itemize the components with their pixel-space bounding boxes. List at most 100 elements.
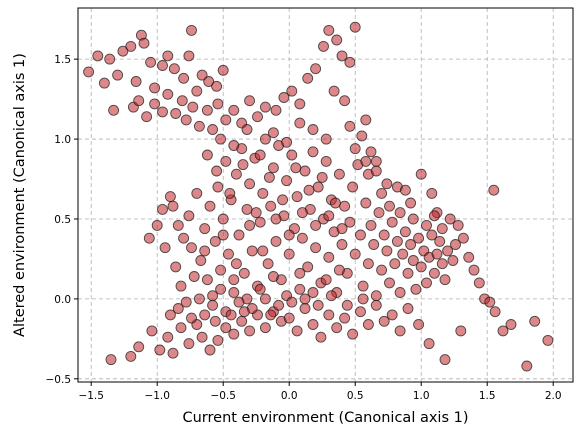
data-point [407, 255, 419, 266]
data-point [238, 306, 250, 318]
data-point [431, 248, 443, 260]
data-point [201, 274, 213, 286]
data-point [220, 114, 232, 126]
data-point [170, 261, 182, 273]
data-point [302, 261, 314, 273]
data-point [217, 229, 229, 241]
data-point [257, 187, 269, 199]
data-point [167, 347, 179, 359]
data-point [376, 187, 388, 199]
data-point [83, 66, 95, 78]
data-point [389, 258, 401, 270]
data-point [294, 267, 306, 279]
data-point [167, 200, 179, 212]
data-point [191, 85, 203, 97]
data-point [323, 251, 335, 263]
data-point [542, 334, 554, 346]
data-point [347, 181, 359, 193]
data-point [355, 229, 366, 241]
data-point [178, 72, 190, 84]
data-point [180, 114, 192, 126]
data-point [407, 213, 419, 225]
x-tick-label: 1.0 [413, 390, 430, 402]
data-point [283, 312, 295, 324]
data-point [296, 207, 308, 219]
data-point [201, 104, 213, 116]
data-point [130, 76, 142, 87]
data-point [244, 325, 256, 337]
data-point [442, 245, 454, 257]
data-point [244, 178, 256, 190]
data-point [246, 245, 258, 257]
data-point [394, 207, 406, 219]
data-point [410, 283, 422, 295]
data-point [370, 165, 382, 177]
data-point [199, 245, 211, 257]
data-point [299, 293, 311, 305]
data-point [277, 194, 289, 206]
data-point [370, 155, 382, 167]
data-point [193, 293, 205, 305]
data-point [199, 309, 211, 321]
data-point [154, 344, 166, 356]
plot-frame [77, 7, 574, 383]
x-tick-label: −1.0 [144, 390, 170, 402]
data-point [463, 251, 475, 263]
data-point [436, 223, 448, 235]
data-point [250, 207, 262, 219]
data-point [263, 171, 275, 183]
y-tick-label: −0.5 [46, 374, 72, 386]
data-point [270, 235, 282, 247]
data-point [162, 50, 174, 62]
data-point [254, 283, 266, 295]
data-point [237, 159, 249, 171]
data-point [444, 213, 456, 225]
data-point [273, 299, 285, 311]
data-point [117, 45, 129, 57]
data-point [199, 223, 211, 235]
data-point [207, 124, 219, 135]
data-point [378, 229, 390, 241]
data-point [386, 309, 398, 321]
data-point [307, 146, 319, 158]
data-point [149, 82, 161, 94]
data-point [413, 232, 425, 244]
data-point [217, 213, 229, 225]
data-point [164, 191, 176, 203]
data-point [349, 143, 361, 155]
data-point [133, 95, 145, 107]
data-point [267, 127, 279, 139]
data-point [157, 106, 168, 118]
data-point [244, 95, 256, 107]
data-point [333, 264, 345, 276]
data-point [362, 258, 374, 270]
data-point [175, 280, 187, 292]
data-point [254, 149, 266, 161]
data-point [413, 319, 425, 330]
data-point [365, 146, 377, 158]
data-point [149, 98, 161, 110]
data-point [415, 261, 427, 273]
data-point [204, 344, 216, 356]
y-axis-label: Altered environment (Canonical axis 1) [12, 53, 28, 337]
data-point [307, 287, 319, 298]
data-point [339, 200, 351, 212]
data-point [370, 290, 382, 302]
data-point [402, 267, 414, 279]
data-point [203, 76, 215, 87]
data-point [162, 88, 174, 100]
data-point [415, 168, 427, 180]
data-point [296, 232, 308, 244]
x-tick-label: 2.0 [545, 390, 562, 402]
data-point [215, 283, 227, 295]
data-point [468, 264, 480, 276]
data-point [259, 101, 271, 113]
data-point [331, 322, 343, 334]
data-point [286, 296, 298, 308]
data-point [236, 315, 248, 327]
data-point [244, 219, 256, 231]
y-tick-label: 1.5 [54, 54, 71, 66]
data-point [267, 271, 279, 282]
data-point [257, 245, 269, 257]
